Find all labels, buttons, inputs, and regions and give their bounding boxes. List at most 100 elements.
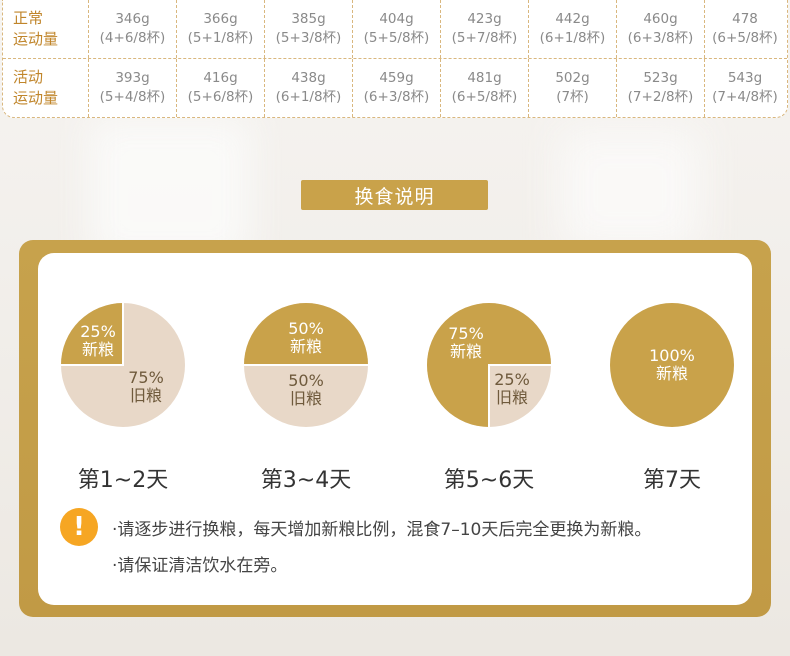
ratio-pie-svg (244, 303, 368, 427)
feeding-amount-cell: 442g (6+1/8杯) (529, 0, 617, 58)
grams-value: 385g (291, 11, 326, 27)
grams-value: 442g (555, 11, 590, 27)
new-food-label: 75% 新粮 (431, 325, 501, 361)
ratio-pie-svg (427, 303, 551, 427)
row-header: 正常 运动量 (3, 0, 89, 58)
feeding-amount-cell: 459g (6+3/8杯) (353, 59, 441, 117)
grams-value: 459g (379, 70, 414, 86)
old-food-label-text: 旧粮 (129, 386, 162, 405)
grams-value: 478 (732, 11, 758, 27)
feeding-amount-cell: 523g (7+2/8杯) (617, 59, 705, 117)
cups-value: (4+6/8杯) (99, 30, 166, 46)
grams-value: 346g (115, 11, 150, 27)
pie-slice-new (61, 303, 123, 365)
feeding-amount-cell: 366g (5+1/8杯) (177, 0, 265, 58)
grams-value: 481g (467, 70, 502, 86)
stage-day-label: 第3~4天 (260, 468, 352, 493)
cups-value: (6+3/8杯) (627, 30, 694, 46)
grams-value: 366g (203, 11, 238, 27)
feeding-amount-cell: 481g (6+5/8杯) (441, 59, 529, 117)
new-food-label-text: 新粮 (449, 342, 482, 361)
row-header-line: 正常 (13, 9, 44, 27)
cups-value: (6+3/8杯) (363, 89, 430, 105)
new-food-label-text: 新粮 (655, 364, 688, 383)
grams-value: 438g (291, 70, 326, 86)
feeding-amount-cell: 346g (4+6/8杯) (89, 0, 177, 58)
transition-panel-inner (38, 253, 752, 605)
grams-value: 416g (203, 70, 238, 86)
cups-value: (5+5/8杯) (363, 30, 430, 46)
exclamation-circle-icon: ! (60, 508, 98, 546)
pie-divider (488, 364, 551, 427)
new-food-label-text: 新粮 (289, 337, 322, 356)
ratio-pie: 100% 新粮 (610, 303, 734, 427)
old-food-label-percent: 75% (128, 368, 164, 387)
ratio-pie: 25% 新粮 75% 旧粮 (61, 303, 185, 427)
feeding-amount-cell: 423g (5+7/8杯) (441, 0, 529, 58)
grams-value: 460g (643, 11, 678, 27)
cups-value: (5+6/8杯) (187, 89, 254, 105)
cups-value: (5+1/8杯) (187, 30, 254, 46)
new-food-label-text: 新粮 (81, 340, 114, 359)
stage-day-label: 第5~6天 (443, 468, 535, 493)
feeding-amount-cell: 404g (5+5/8杯) (353, 0, 441, 58)
row-header-line: 运动量 (13, 30, 59, 48)
pie-divider (61, 303, 124, 366)
grams-value: 393g (115, 70, 150, 86)
feeding-amount-cell: 393g (5+4/8杯) (89, 59, 177, 117)
old-food-label-percent: 50% (288, 371, 324, 390)
feeding-amount-cell: 502g (7杯) (529, 59, 617, 117)
row-header-line: 运动量 (13, 89, 59, 107)
note-fresh-water: ·请保证清洁饮水在旁。 (112, 556, 288, 576)
new-food-label-percent: 75% (448, 324, 484, 343)
grams-value: 502g (555, 70, 590, 86)
cups-value: (6+5/8杯) (451, 89, 518, 105)
stage-day-label: 第7天 (643, 468, 701, 493)
feeding-amount-cell: 460g (6+3/8杯) (617, 0, 705, 58)
cups-value: (6+1/8杯) (275, 89, 342, 105)
ratio-pie-svg (61, 303, 185, 427)
ratio-pie: 50% 新粮 50% 旧粮 (244, 303, 368, 427)
row-header-line: 活动 (13, 68, 44, 86)
old-food-label-text: 旧粮 (289, 389, 322, 408)
old-food-label: 50% 旧粮 (271, 372, 341, 408)
new-food-label-percent: 50% (288, 319, 324, 338)
old-food-label: 25% 旧粮 (477, 371, 547, 407)
old-food-label-percent: 25% (494, 370, 530, 389)
grams-value: 543g (727, 70, 763, 86)
feeding-amount-cell: 478 (6+5/8杯) (705, 0, 785, 58)
cups-value: (5+7/8杯) (451, 30, 518, 46)
grams-value: 523g (643, 70, 678, 86)
section-title: 换食说明 (301, 180, 488, 210)
new-food-label: 25% 新粮 (63, 323, 133, 359)
pie-slice-new (610, 303, 734, 427)
cups-value: (6+5/8杯) (712, 30, 778, 46)
background-glow (560, 130, 700, 250)
grams-value: 423g (467, 11, 502, 27)
row-header: 活动 运动量 (3, 59, 89, 117)
background-glow (90, 120, 250, 260)
new-food-label: 100% 新粮 (637, 347, 707, 383)
cups-value: (7+2/8杯) (627, 89, 694, 105)
old-food-label-text: 旧粮 (495, 388, 528, 407)
cups-value: (6+1/8杯) (539, 30, 606, 46)
note-gradual-switch: ·请逐步进行换粮，每天增加新粮比例，混食7–10天后完全更换为新粮。 (112, 520, 652, 540)
cups-value: (7杯) (556, 89, 589, 105)
grams-value: 404g (379, 11, 414, 27)
row-divider (3, 58, 787, 59)
stage-day-label: 第1~2天 (77, 468, 169, 493)
cups-value: (5+3/8杯) (275, 30, 342, 46)
feeding-amount-cell: 438g (6+1/8杯) (265, 59, 353, 117)
cups-value: (7+4/8杯) (712, 89, 778, 105)
new-food-label: 50% 新粮 (271, 320, 341, 356)
feeding-amount-cell: 543g (7+4/8杯) (705, 59, 785, 117)
feeding-table: 正常运动量 346g (4+6/8杯) 366g (5+1/8杯) 385g (5+3/8杯… (2, 0, 788, 118)
table-row: 活动运动量 393g (5+4/8杯) 416g (5+6/8杯) 438g (6+1/8杯… (3, 59, 787, 117)
ratio-pie: 75% 新粮 25% 旧粮 (427, 303, 551, 427)
feeding-amount-cell: 416g (5+6/8杯) (177, 59, 265, 117)
new-food-label-percent: 100% (649, 346, 695, 365)
feeding-amount-cell: 385g (5+3/8杯) (265, 0, 353, 58)
cups-value: (5+4/8杯) (99, 89, 166, 105)
ratio-pie-svg (610, 303, 734, 427)
table-row: 正常运动量 346g (4+6/8杯) 366g (5+1/8杯) 385g (5+3/8杯… (3, 0, 787, 58)
